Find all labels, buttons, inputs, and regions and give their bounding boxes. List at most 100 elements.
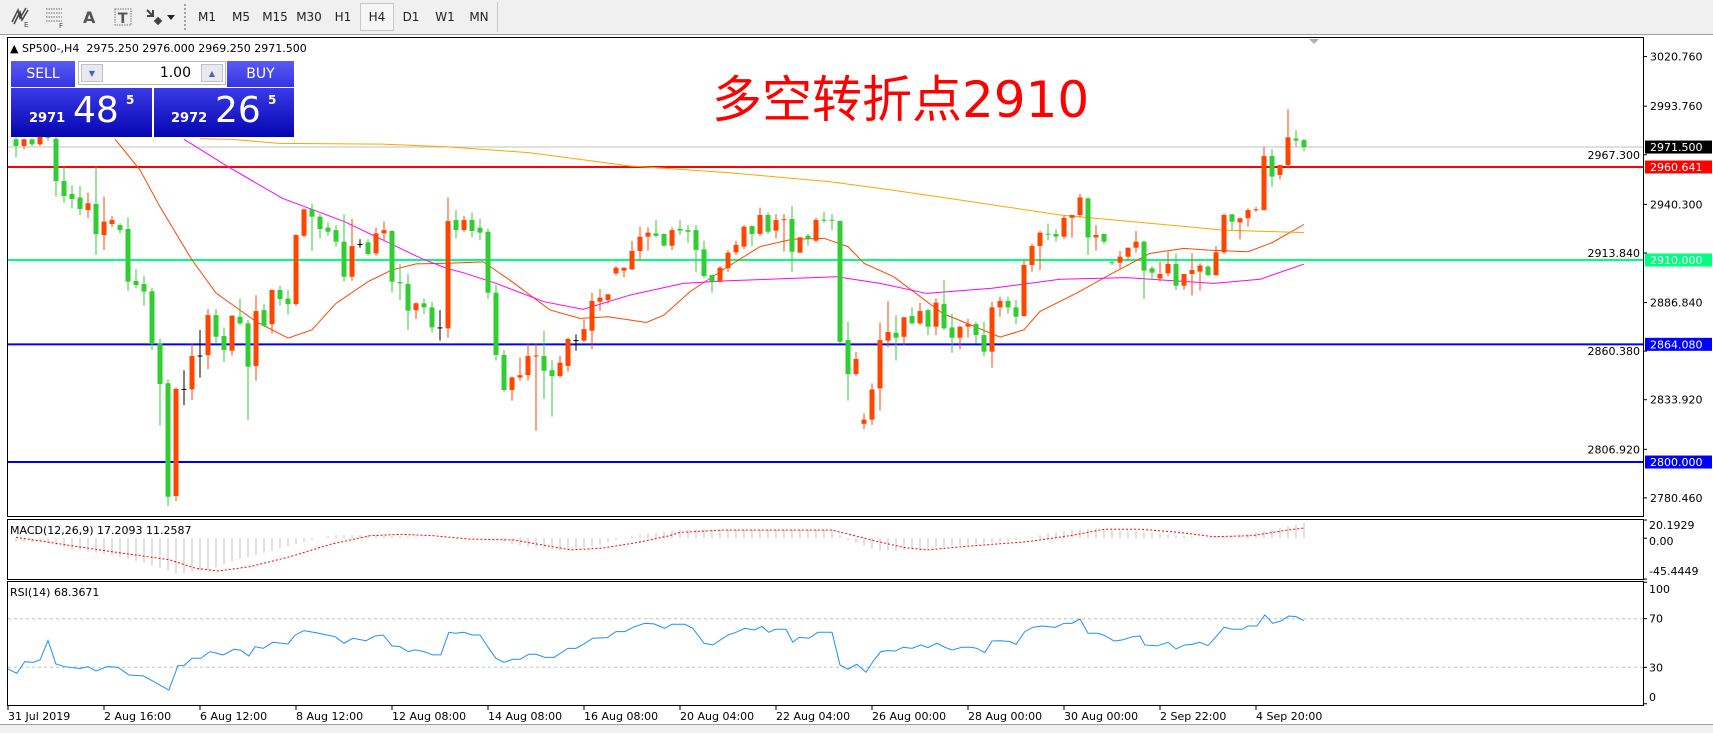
lot-increase-icon[interactable]: ▲ bbox=[201, 64, 223, 82]
arrows-icon[interactable] bbox=[142, 3, 178, 31]
candle-body bbox=[221, 336, 227, 350]
candle-body bbox=[165, 383, 171, 497]
candle-body bbox=[85, 203, 91, 211]
candle-body bbox=[1117, 256, 1123, 263]
candle-body bbox=[1293, 138, 1299, 141]
chart-shift-marker[interactable] bbox=[1309, 39, 1319, 44]
candle-body bbox=[1061, 217, 1067, 237]
candle-body bbox=[429, 307, 435, 328]
buy-button[interactable]: BUY bbox=[227, 61, 294, 88]
candle-body bbox=[677, 228, 683, 231]
rsi-plot bbox=[8, 614, 1643, 691]
price-badge-label: 2910.000 bbox=[1650, 254, 1703, 267]
lot-decrease-icon[interactable]: ▼ bbox=[81, 64, 103, 82]
candle-body bbox=[661, 233, 667, 246]
timeframe-mn[interactable]: MN bbox=[469, 10, 489, 24]
candle-body bbox=[373, 233, 379, 254]
candle-body bbox=[413, 303, 419, 311]
moving-averages bbox=[114, 138, 1305, 339]
candle-body bbox=[701, 249, 707, 276]
candle-body bbox=[133, 280, 139, 285]
timeframe-group: M1 M5 M15 M30 H1 H4 D1 W1 MN bbox=[190, 2, 496, 32]
candle-body bbox=[757, 215, 763, 234]
time-tick-label: 4 Sep 20:00 bbox=[1256, 710, 1322, 723]
candle-body bbox=[61, 181, 67, 197]
timeframe-m5[interactable]: M5 bbox=[232, 10, 250, 24]
candle-body bbox=[269, 289, 275, 325]
rsi-label: RSI(14) 68.3671 bbox=[10, 586, 99, 599]
price-badge-label: 2864.080 bbox=[1650, 338, 1703, 351]
candle-body bbox=[1253, 209, 1259, 211]
candle-body bbox=[293, 235, 299, 305]
macd-axis-label: -45.4449 bbox=[1649, 565, 1698, 578]
candle-body bbox=[437, 327, 443, 329]
candle-body bbox=[725, 252, 731, 269]
horizontal-levels bbox=[8, 146, 1643, 464]
candle-body bbox=[1245, 210, 1251, 219]
chart-canvas[interactable]: 3020.760 2993.760 2967.300 2940.300 2913.840… bbox=[0, 35, 1713, 732]
candle-body bbox=[1029, 246, 1035, 265]
sell-button[interactable]: SELL bbox=[11, 61, 75, 88]
rsi-panel-frame bbox=[7, 581, 1644, 706]
candle-body bbox=[29, 139, 35, 145]
candle-body bbox=[1045, 233, 1051, 235]
price-badge-current_price bbox=[1645, 140, 1712, 154]
sell-price-pips: 48 bbox=[73, 90, 119, 131]
candle-body bbox=[1077, 197, 1083, 216]
candle-body bbox=[333, 230, 339, 242]
text-label-icon[interactable]: T bbox=[108, 3, 138, 31]
candle-body bbox=[1141, 241, 1147, 271]
candle-body bbox=[941, 303, 947, 329]
candle-body bbox=[861, 419, 867, 424]
lot-size-input[interactable]: ▼ 1.00 ▲ bbox=[78, 61, 226, 85]
candle-body bbox=[469, 219, 475, 231]
timeframe-w1[interactable]: W1 bbox=[435, 10, 455, 24]
candle-body bbox=[1109, 262, 1115, 264]
timeframe-m1[interactable]: M1 bbox=[198, 10, 216, 24]
toolbar-divider bbox=[497, 2, 498, 32]
elliott-wave-icon[interactable]: E bbox=[6, 3, 36, 31]
candle-body bbox=[829, 219, 835, 221]
candle-body bbox=[381, 230, 387, 234]
buy-price-box[interactable]: 2972 26 5 bbox=[154, 88, 294, 137]
timeframe-h1[interactable]: H1 bbox=[334, 10, 352, 24]
toolbar-separator bbox=[184, 4, 186, 30]
candle-body bbox=[261, 310, 267, 326]
timeframe-m15[interactable]: M15 bbox=[262, 10, 288, 24]
fibonacci-icon[interactable]: F bbox=[40, 3, 70, 31]
price-tick-label: 2806.920 bbox=[1588, 443, 1641, 456]
ohlc-values: 2975.250 2976.000 2969.250 2971.500 bbox=[86, 42, 307, 55]
timeframe-h4[interactable]: H4 bbox=[360, 3, 394, 31]
macd-plot bbox=[15, 522, 1305, 574]
price-tick-label: 2833.920 bbox=[1650, 394, 1703, 407]
candle-body bbox=[685, 230, 691, 232]
candle-body bbox=[1053, 233, 1059, 237]
candle-body bbox=[205, 315, 211, 356]
price-tick-label: 3020.760 bbox=[1650, 51, 1703, 64]
sell-price-box[interactable]: 2971 48 5 bbox=[11, 88, 152, 137]
price-badge-label: 2960.641 bbox=[1650, 161, 1703, 174]
candle-body bbox=[141, 284, 147, 292]
candle-body bbox=[1277, 165, 1283, 175]
candle-body bbox=[357, 244, 363, 246]
candle-body bbox=[1013, 307, 1019, 317]
candle-body bbox=[885, 331, 891, 341]
candle-body bbox=[157, 343, 163, 384]
candle-body bbox=[957, 326, 963, 338]
moving-average-line-0 bbox=[114, 139, 1305, 339]
text-icon[interactable]: A bbox=[74, 3, 104, 31]
one-click-trading-panel: SELL ▼ 1.00 ▲ BUY 2971 48 5 2972 26 5 bbox=[11, 61, 294, 137]
time-tick-label: 14 Aug 08:00 bbox=[488, 710, 562, 723]
candle-body bbox=[349, 246, 355, 277]
candle-body bbox=[613, 267, 619, 274]
macd-axis-label: 0.00 bbox=[1649, 535, 1674, 548]
candle-body bbox=[1205, 266, 1211, 276]
time-tick-label: 6 Aug 12:00 bbox=[200, 710, 267, 723]
candle-body bbox=[1301, 140, 1307, 148]
candle-body bbox=[557, 362, 563, 377]
price-tick-label: 2940.300 bbox=[1650, 198, 1703, 211]
timeframe-m30[interactable]: M30 bbox=[296, 10, 322, 24]
candle-body bbox=[533, 355, 539, 357]
timeframe-d1[interactable]: D1 bbox=[402, 10, 420, 24]
collapse-triangle-icon[interactable]: ▲ bbox=[10, 42, 22, 55]
